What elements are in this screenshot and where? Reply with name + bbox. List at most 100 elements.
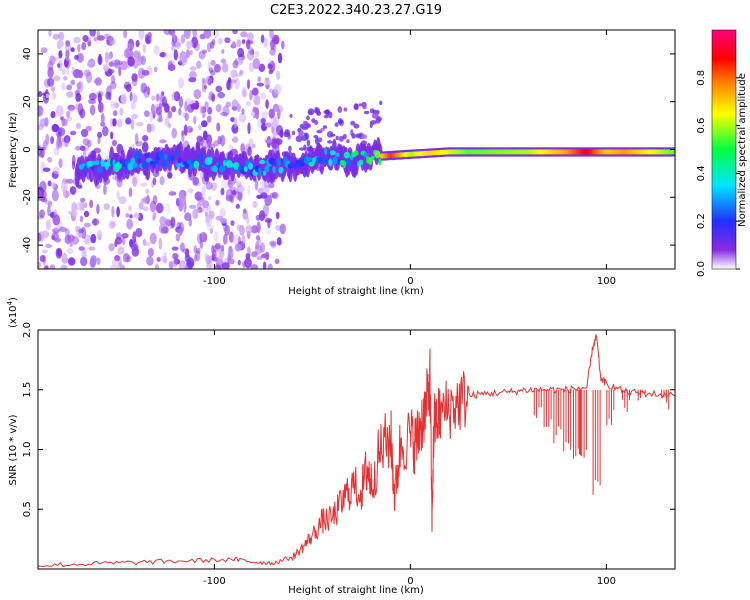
y-tick-label: 2.0 [22, 322, 33, 338]
noise-speckle [108, 68, 115, 74]
noise-speckle [149, 111, 153, 123]
noise-speckle [379, 100, 383, 106]
noise-speckle [218, 249, 225, 259]
signal-core [329, 150, 336, 156]
noise-speckle [132, 176, 138, 187]
noise-speckle [123, 30, 128, 39]
spectrogram-x-ticks: -100 0 100 [203, 30, 616, 287]
noise-speckle [221, 262, 230, 269]
noise-speckle [140, 182, 148, 187]
noise-speckle [85, 125, 92, 132]
noise-speckle [119, 107, 124, 116]
noise-speckle [273, 36, 279, 45]
noise-speckle [52, 33, 60, 40]
noise-speckle [217, 135, 222, 145]
noise-speckle [57, 63, 61, 68]
noise-speckle [278, 129, 284, 138]
noise-speckle [78, 228, 84, 234]
noise-speckle [372, 109, 377, 115]
noise-speckle [350, 120, 356, 126]
noise-speckle [133, 212, 140, 219]
noise-speckle [51, 123, 60, 133]
noise-speckle [213, 231, 219, 243]
noise-speckle [155, 106, 162, 116]
noise-speckle [201, 120, 208, 128]
signal-core [96, 166, 103, 174]
noise-speckle [143, 110, 150, 118]
noise-speckle [150, 103, 156, 115]
noise-speckle [210, 59, 216, 66]
noise-speckle [38, 261, 42, 269]
noise-speckle [83, 234, 92, 245]
noise-speckle [81, 248, 87, 260]
noise-speckle [50, 86, 56, 92]
noise-speckle [199, 231, 208, 243]
noise-speckle [219, 207, 226, 218]
noise-speckle [53, 75, 61, 82]
noise-speckle [207, 106, 213, 115]
noise-speckle [228, 144, 234, 150]
noise-speckle [51, 91, 57, 101]
y-tick-label: 1.5 [22, 382, 33, 398]
noise-speckle [111, 205, 115, 218]
x-tick-label: -100 [203, 276, 226, 287]
noise-speckle [38, 124, 44, 131]
noise-speckle [259, 63, 264, 71]
noise-speckle [279, 223, 286, 235]
noise-speckle [155, 93, 160, 102]
signal-core [178, 157, 182, 164]
noise-speckle [209, 227, 214, 235]
noise-speckle [238, 112, 247, 123]
noise-speckle [283, 131, 290, 138]
noise-speckle [141, 69, 150, 76]
noise-speckle [76, 82, 82, 90]
noise-speckle [79, 108, 86, 119]
noise-speckle [224, 224, 231, 236]
noise-speckle [142, 44, 147, 53]
noise-speckle [164, 116, 170, 127]
colorbar-gradient [711, 29, 737, 270]
noise-speckle [62, 68, 66, 76]
x-tick-label: -100 [203, 576, 226, 587]
colorbar-tick-label: 0.8 [696, 70, 707, 86]
signal-core [343, 151, 351, 159]
noise-speckle [188, 204, 197, 209]
noise-speckle [327, 140, 333, 144]
noise-speckle [211, 249, 217, 260]
noise-speckle [267, 63, 273, 70]
noise-speckle [203, 85, 207, 90]
noise-speckle [120, 93, 127, 105]
noise-speckle [152, 177, 157, 186]
noise-speckle [146, 123, 152, 133]
y-tick-label: -40 [22, 237, 33, 253]
noise-speckle [193, 254, 198, 262]
noise-speckle [88, 92, 97, 101]
noise-speckle [272, 103, 280, 112]
noise-speckle [65, 178, 74, 184]
noise-speckle [201, 49, 208, 54]
noise-speckle [50, 54, 55, 64]
noise-speckle [78, 246, 85, 251]
noise-speckle [211, 38, 216, 46]
noise-speckle [264, 79, 271, 86]
noise-speckle [116, 190, 120, 200]
noise-speckle [189, 71, 197, 80]
signal-core [321, 158, 326, 164]
noise-speckle [41, 190, 47, 199]
noise-speckle [264, 251, 270, 261]
noise-speckle [244, 257, 252, 269]
noise-speckle [138, 30, 145, 40]
noise-speckle [130, 243, 139, 251]
noise-speckle [220, 58, 227, 64]
noise-speckle [97, 135, 101, 145]
noise-speckle [43, 265, 49, 269]
noise-speckle [323, 109, 331, 115]
noise-speckle [232, 136, 239, 143]
noise-speckle [225, 188, 234, 200]
noise-speckle [132, 231, 137, 243]
snr-x-axis-label: Height of straight line (km) [288, 585, 424, 596]
noise-speckle [53, 225, 61, 231]
noise-speckle [126, 43, 134, 50]
snr-x-ticks: -100 0 100 [203, 330, 616, 587]
noise-speckle [104, 33, 111, 39]
